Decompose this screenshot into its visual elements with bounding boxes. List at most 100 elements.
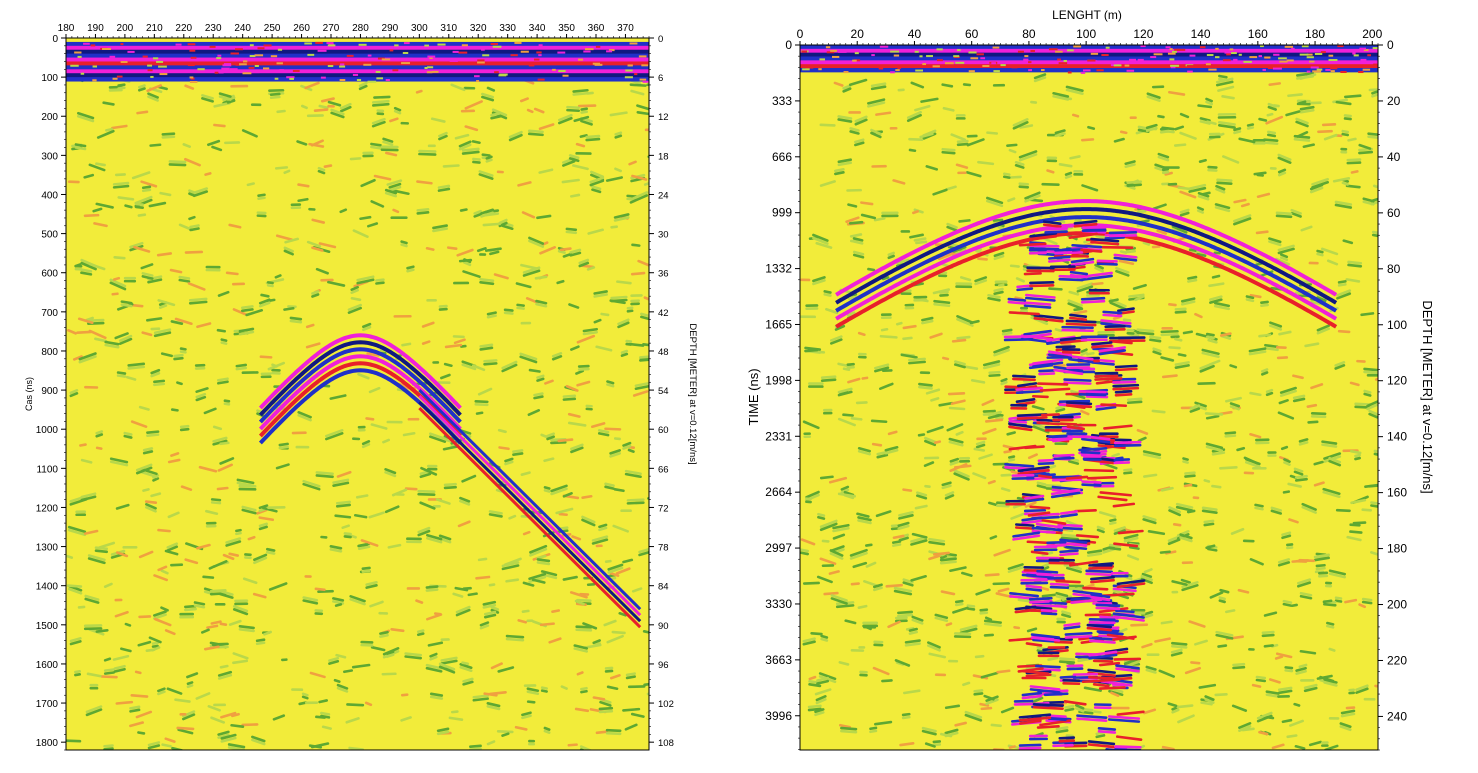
l-y-tick-label: 1000 — [36, 425, 59, 436]
l-surface-layer — [66, 53, 649, 59]
l-reflection-mark — [539, 245, 557, 255]
r-reflection-mark — [857, 331, 866, 337]
r-reflection-mark — [940, 732, 953, 738]
r-reflection-mark — [875, 510, 892, 518]
r-reflection-mark — [1205, 332, 1215, 337]
r-reflection-mark — [1032, 358, 1064, 365]
l-reflection-mark — [109, 278, 127, 288]
l-reflection-mark — [112, 654, 130, 661]
r-reflection-mark — [1326, 621, 1335, 626]
l-y-tick-label: 1400 — [36, 582, 59, 593]
r-reflection-mark — [1012, 374, 1036, 379]
l-reflection-mark — [157, 299, 176, 307]
l-reflection-mark — [174, 698, 191, 703]
l-reflection-mark — [352, 229, 369, 238]
r-reflection-mark — [829, 335, 843, 342]
l-reflection-mark — [231, 712, 240, 718]
l-reflection-mark — [486, 740, 496, 746]
r-reflection-mark — [1362, 68, 1371, 71]
l-reflection-mark — [330, 111, 345, 119]
r-reflection-mark — [1107, 718, 1141, 723]
r-y-tick-label: 2664 — [765, 485, 792, 499]
r-reflection-mark — [1277, 558, 1291, 564]
r-reflection-mark — [1033, 314, 1064, 320]
l-reflection-mark — [80, 268, 93, 273]
l-reflection-mark — [429, 652, 438, 658]
l-reflection-mark — [598, 523, 608, 529]
r-reflection-mark — [1088, 675, 1115, 680]
r-y-tick-label: 1998 — [765, 373, 792, 387]
r-reflection-mark — [1008, 419, 1028, 424]
r-reflection-mark — [1201, 509, 1218, 515]
l-surface-layer — [66, 69, 649, 74]
r-reflection-mark — [1281, 718, 1293, 724]
r-reflection-mark — [1003, 449, 1012, 454]
r-reflection-mark — [1053, 453, 1075, 458]
r-reflection-mark — [800, 548, 810, 553]
r-reflection-mark — [904, 639, 921, 644]
r-reflection-mark — [902, 578, 914, 584]
l-reflection-mark — [429, 432, 447, 440]
r-reflection-mark — [1021, 694, 1043, 700]
l-reflection-mark — [159, 73, 168, 76]
r-reflection-mark — [944, 728, 959, 735]
r-reflection-mark — [1054, 251, 1084, 255]
l-reflection-mark — [113, 70, 121, 73]
r-reflection-mark — [1255, 675, 1267, 680]
r-reflection-mark — [1053, 456, 1075, 461]
l-reflection-mark — [424, 67, 428, 70]
r-reflection-mark — [1177, 714, 1195, 724]
r-reflection-mark — [1076, 282, 1094, 290]
r-reflection-mark — [1243, 456, 1259, 465]
l-reflection-mark — [543, 457, 555, 463]
l-reflection-mark — [326, 42, 334, 45]
l-reflection-mark — [527, 409, 541, 417]
l-reflection-mark — [161, 135, 176, 139]
r-reflection-mark — [1363, 49, 1369, 52]
r-reflection-mark — [1080, 296, 1106, 301]
l-reflection-mark — [87, 554, 106, 562]
r-reflection-mark — [989, 535, 998, 540]
l-reflection-mark — [219, 441, 230, 446]
r-reflection-mark — [993, 348, 1010, 357]
r-reflection-mark — [1205, 445, 1224, 453]
r-reflection-mark — [1012, 531, 1041, 538]
l-reflection-mark — [170, 452, 180, 457]
r-reflection-mark — [1093, 710, 1102, 714]
r-reflection-mark — [1238, 53, 1242, 56]
r-reflection-mark — [893, 586, 913, 593]
r-reflection-mark — [988, 373, 1001, 378]
l-reflection-mark — [406, 265, 415, 270]
l-reflection-mark — [488, 690, 507, 696]
l-reflection-mark — [643, 181, 649, 186]
r-reflection-mark — [920, 97, 939, 103]
r-reflection-mark — [1282, 602, 1293, 607]
l-reflection-mark — [92, 65, 98, 68]
r-reflection-mark — [1335, 100, 1352, 106]
r-reflection-mark — [902, 488, 913, 492]
l-y2-tick-label: 96 — [658, 660, 669, 671]
l-reflection-mark — [534, 275, 548, 280]
l-reflection-mark — [213, 123, 226, 128]
r-reflection-mark — [1114, 367, 1138, 372]
l-reflection-mark — [332, 481, 350, 487]
r-reflection-mark — [1201, 506, 1218, 512]
r-reflection-mark — [1048, 437, 1068, 441]
l-reflection-mark — [605, 728, 622, 733]
r-reflection-mark — [1222, 59, 1231, 62]
l-reflection-mark — [528, 575, 547, 584]
r-reflection-mark — [890, 524, 900, 528]
r-reflection-mark — [869, 726, 878, 731]
l-reflection-mark — [501, 360, 518, 370]
l-reflection-mark — [526, 687, 540, 693]
l-reflection-mark — [356, 79, 362, 82]
r-reflection-mark — [1195, 332, 1208, 338]
r-reflection-mark — [881, 276, 890, 281]
l-reflection-mark — [349, 595, 366, 603]
l-reflection-mark — [67, 329, 78, 335]
r-reflection-mark — [1160, 620, 1173, 625]
r-reflection-mark — [1180, 297, 1196, 303]
r-reflection-mark — [1114, 393, 1133, 397]
r-reflection-mark — [854, 52, 859, 55]
l-reflection-mark — [148, 201, 167, 208]
